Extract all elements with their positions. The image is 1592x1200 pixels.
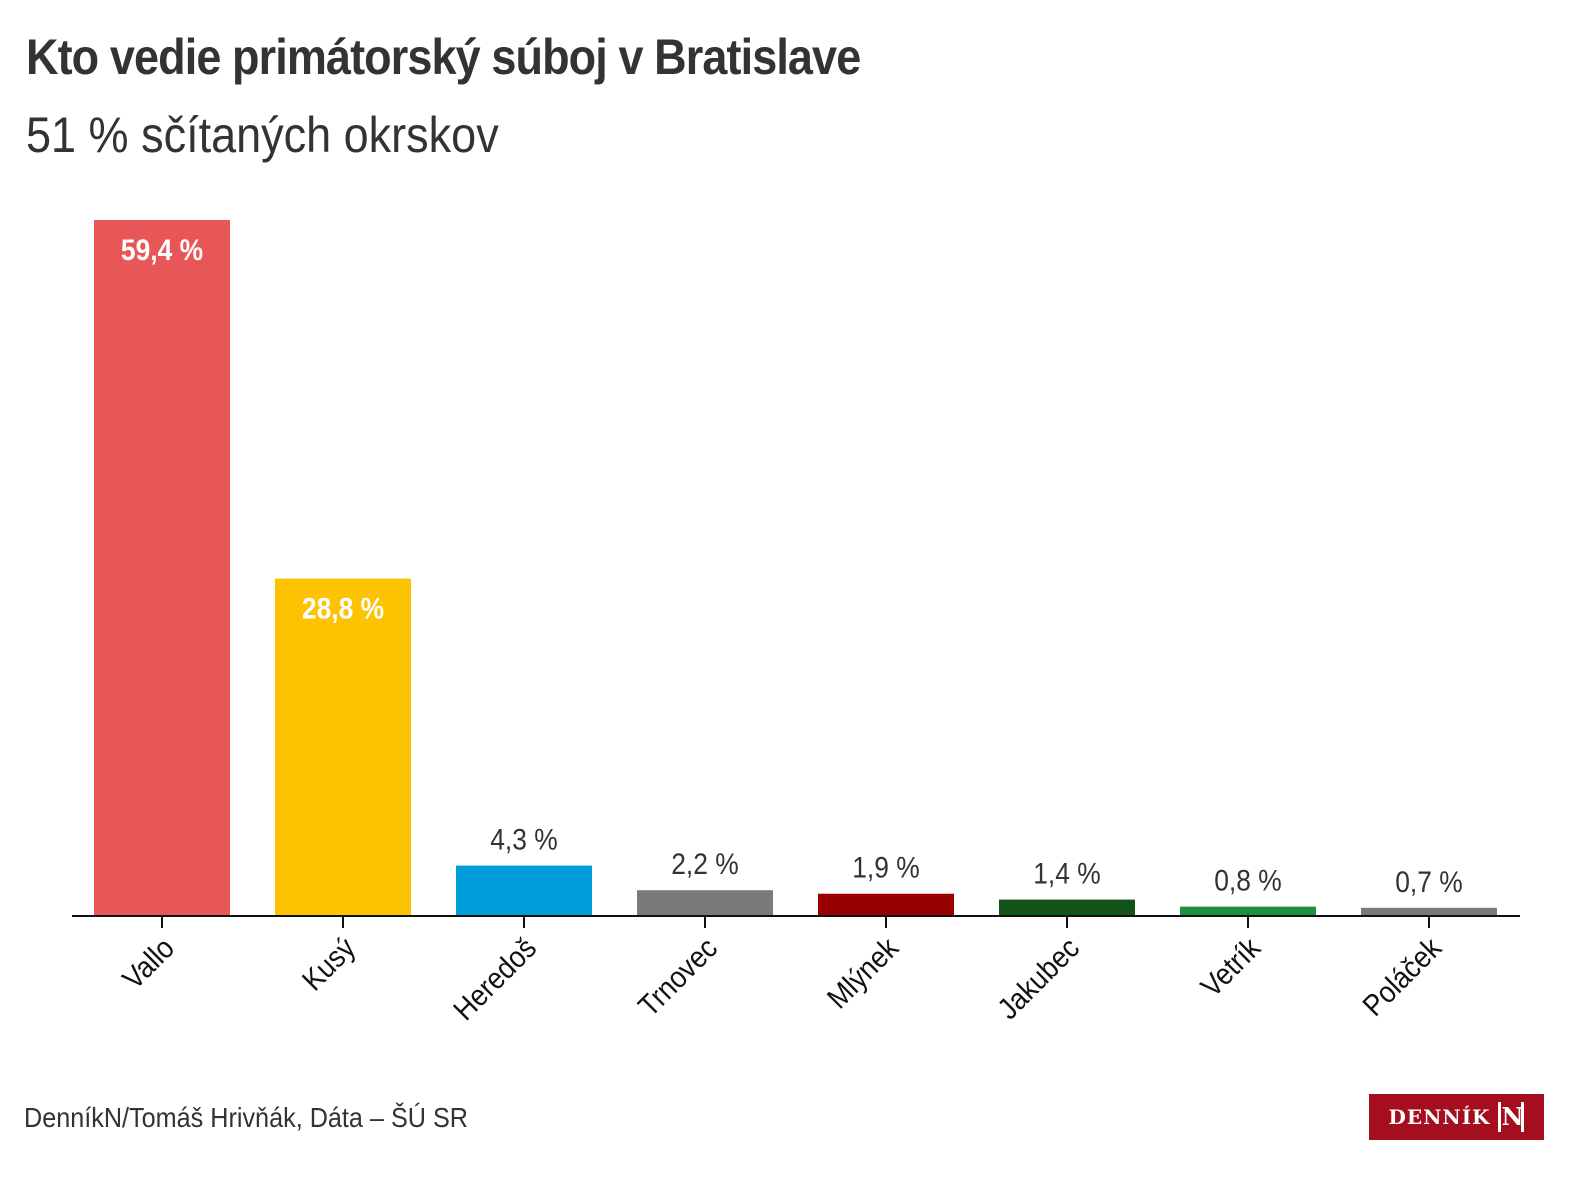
bar-poláček <box>1361 907 1497 916</box>
data-label: 0,8 % <box>1214 863 1282 897</box>
x-tick-label: Kusý <box>296 931 363 998</box>
bar-kusý <box>275 578 411 916</box>
bar-heredoš <box>456 865 592 916</box>
logo-word: DENNÍK <box>1388 1105 1491 1129</box>
chart-subtitle: 51 % sčítaných okrskov <box>26 107 499 163</box>
data-label: 28,8 % <box>302 591 384 625</box>
x-tick-label: Trnovec <box>632 931 724 1023</box>
bar-vallo <box>94 220 230 916</box>
x-tick-label: Mlýnek <box>821 931 906 1016</box>
data-label: 2,2 % <box>671 847 739 881</box>
x-tick-label: Poláček <box>1357 931 1449 1023</box>
data-label: 0,7 % <box>1395 864 1463 898</box>
data-label: 1,4 % <box>1033 856 1101 890</box>
x-tick-label: Vetrík <box>1195 931 1268 1004</box>
x-tick-label: Heredoš <box>447 931 543 1027</box>
x-tick-label: Jakubec <box>991 931 1086 1026</box>
data-label: 59,4 % <box>121 232 203 266</box>
bar-trnovec <box>637 890 773 916</box>
bar-vetrík <box>1180 906 1316 916</box>
dennik-n-logo: DENNÍK N <box>1369 1094 1544 1140</box>
logo-n-mark: N <box>1498 1102 1525 1132</box>
data-label: 1,9 % <box>852 850 920 884</box>
bar-mlýnek <box>818 893 954 916</box>
x-tick-label: Vallo <box>116 931 181 996</box>
source-credit: DenníkN/Tomáš Hrivňák, Dáta – ŠÚ SR <box>24 1102 468 1133</box>
data-label: 4,3 % <box>490 822 558 856</box>
bar-jakubec <box>999 899 1135 916</box>
chart-title: Kto vedie primátorský súboj v Bratislave <box>26 29 861 85</box>
